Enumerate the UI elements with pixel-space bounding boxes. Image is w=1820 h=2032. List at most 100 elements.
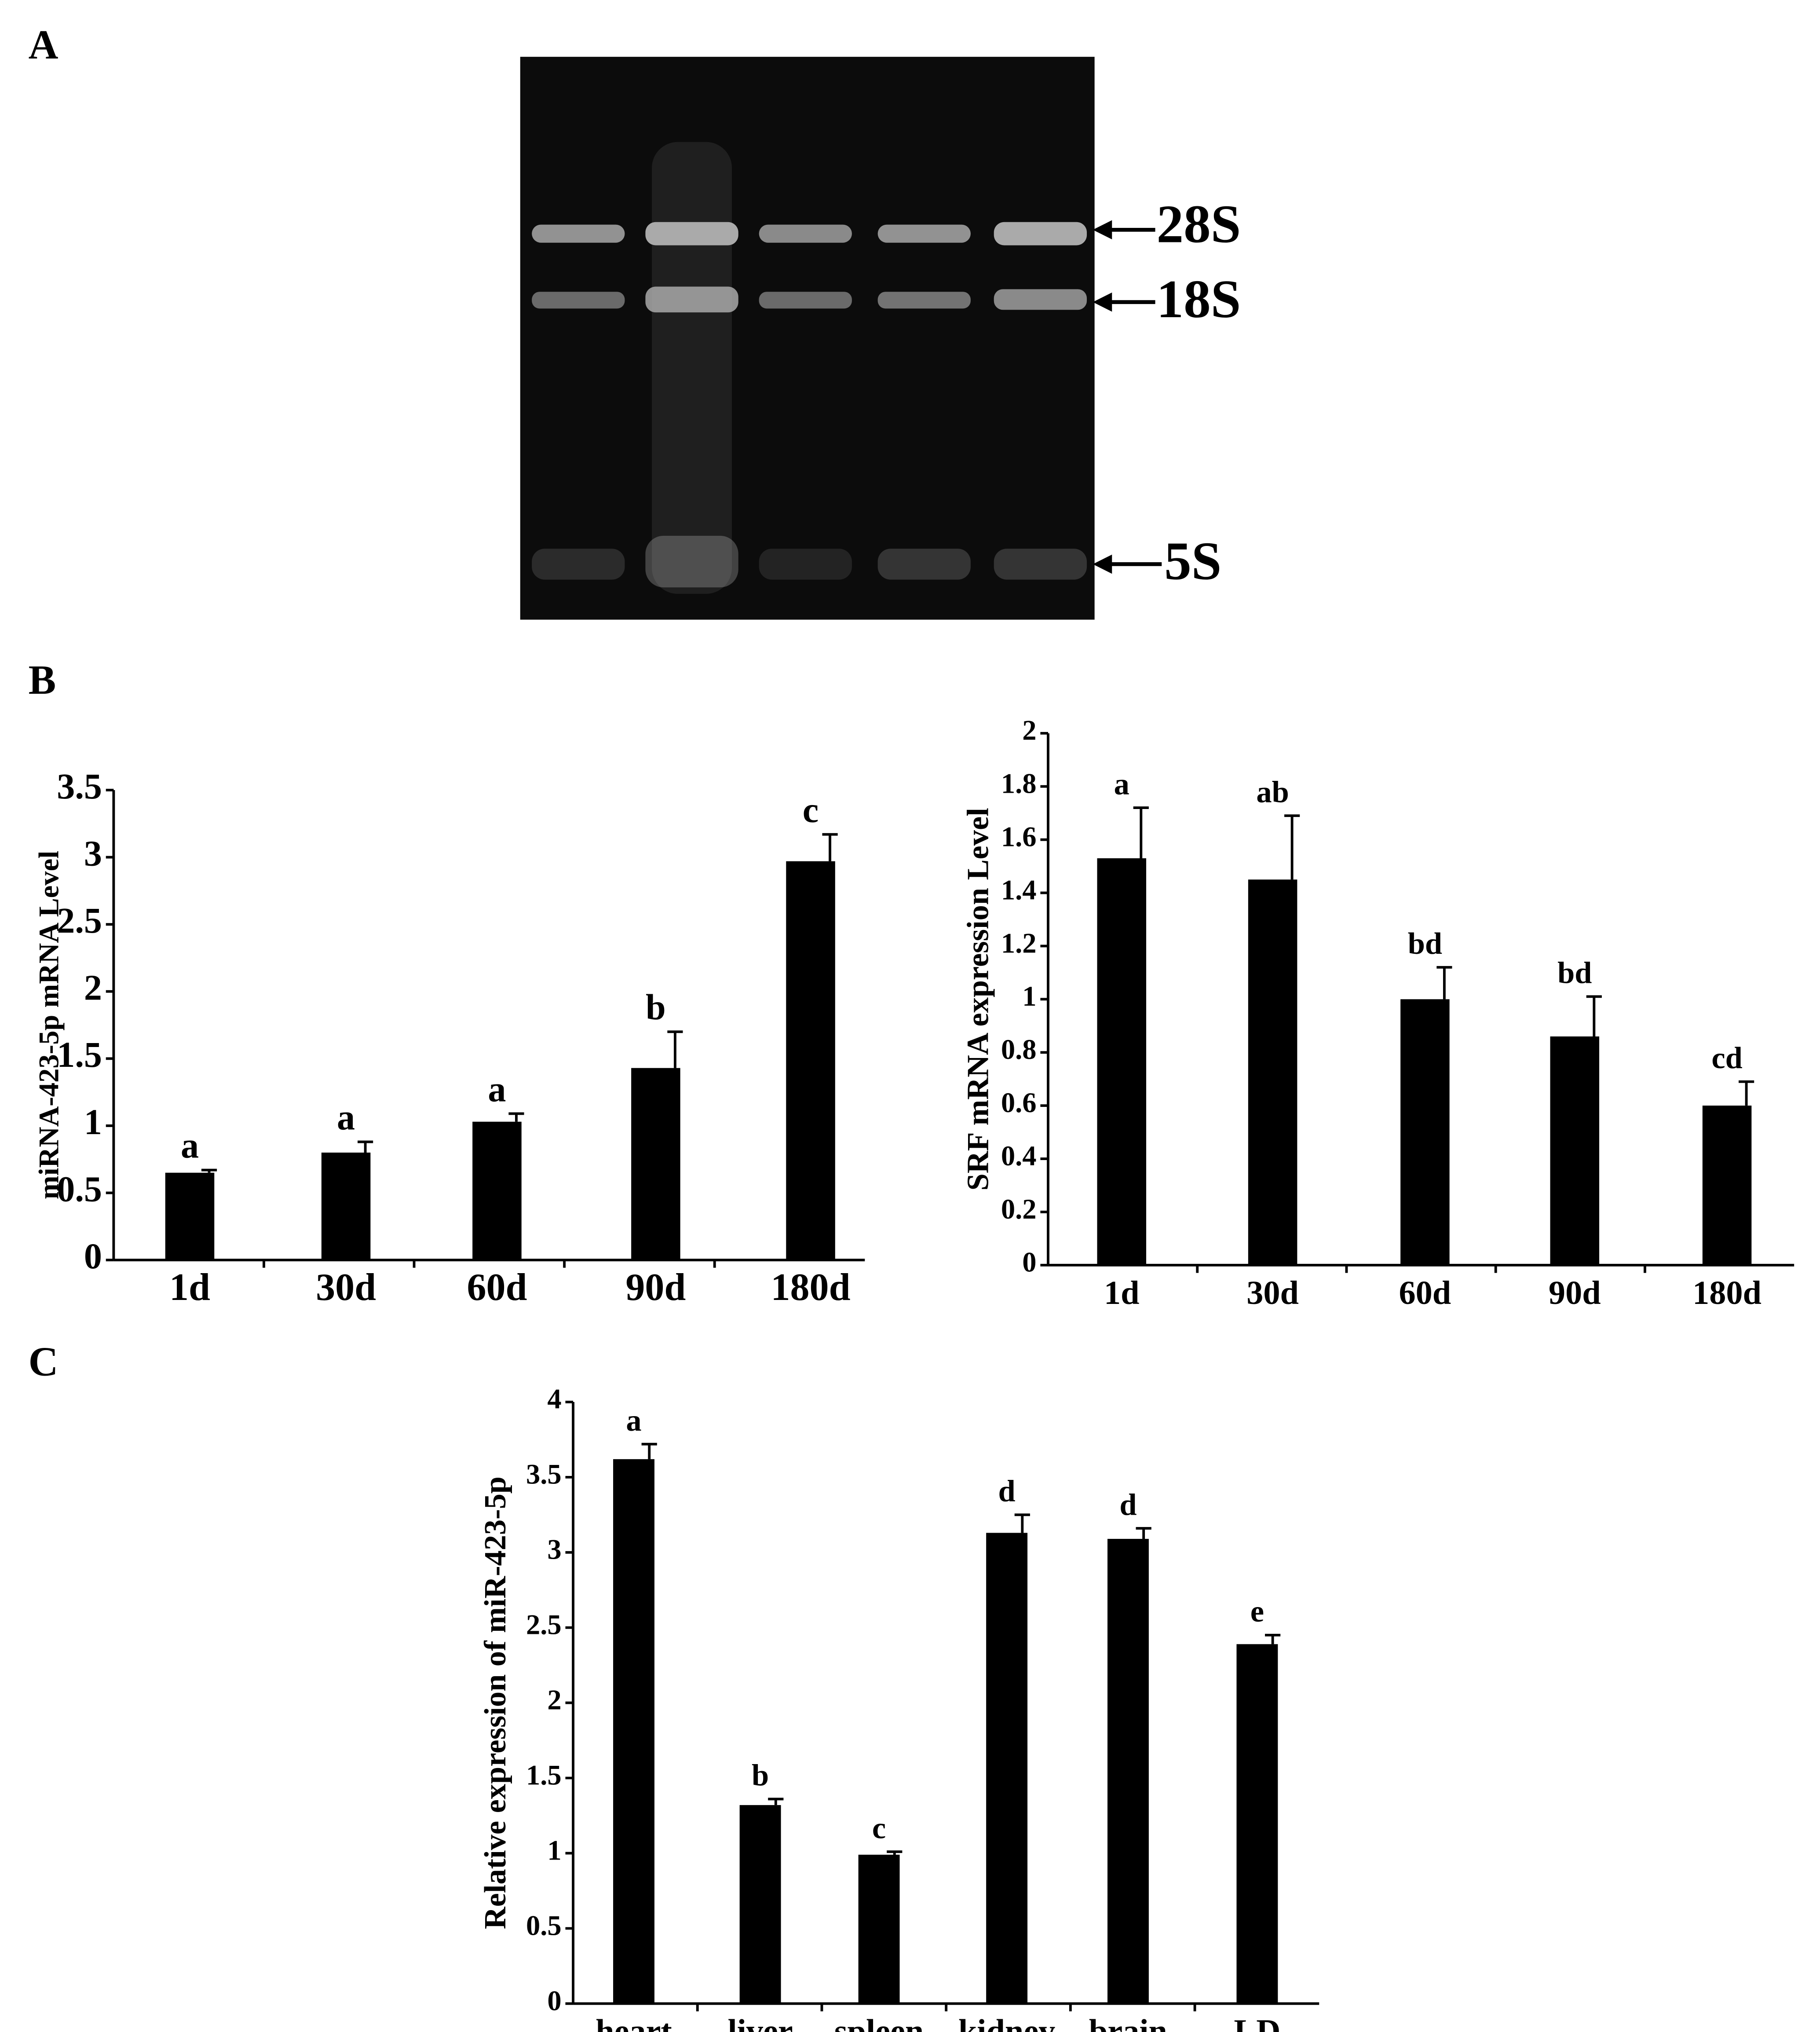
error-bar [1014,1513,1030,1533]
x-tick-label: 60d [467,1266,527,1309]
bar-annotation: b [752,1758,769,1793]
y-tick-label: 0.6 [1001,1087,1037,1118]
band-label: 5S [1164,531,1221,591]
bar-annotation: a [488,1069,506,1109]
y-tick-label: 2 [547,1684,561,1715]
bar [1702,1106,1752,1265]
y-tick-label: 0.2 [1001,1193,1037,1225]
y-tick-label: 3.5 [526,1458,562,1490]
error-bar [1586,995,1602,1036]
bar-annotation: bd [1408,926,1442,961]
chart: 0 0.5 1 1.5 2 2.5 3 3.5 miRNA-423-5p mRNA Level a… [33,766,865,1309]
bar [321,1152,371,1260]
x-tick-label: 30d [316,1266,376,1309]
bar-annotation: bd [1557,956,1592,990]
panel-letter: C [29,1339,58,1384]
band-label: 28S [1157,194,1241,254]
y-tick-label: 0 [1022,1246,1036,1278]
bar [472,1121,522,1260]
bar [165,1172,215,1260]
error-bar [1133,806,1149,858]
y-tick-label: 2.5 [526,1609,562,1640]
y-tick-label: 0 [547,1984,561,2016]
y-tick-label: 0.4 [1001,1140,1037,1172]
bar-annotation: c [803,790,819,830]
y-tick-label: 0 [84,1236,102,1276]
bar [739,1805,781,2004]
y-tick-label: 2 [1022,714,1036,746]
bar-annotation: ab [1256,775,1289,809]
x-tick-label: 1d [169,1266,210,1309]
bar [786,861,835,1260]
y-tick-label: 1 [84,1102,102,1142]
error-bar [508,1112,524,1122]
x-tick-label: 60d [1399,1274,1451,1311]
x-tick-label: LD [1234,2012,1280,2032]
y-tick-label: 1.6 [1001,820,1037,852]
bar [1550,1036,1600,1265]
error-bar [768,1798,784,1805]
y-tick-label: 2 [84,968,102,1008]
x-tick-label: 1d [1104,1274,1140,1311]
bar-annotation: a [337,1097,355,1137]
y-axis-title: Relative expression of miR-423-5p [478,1476,512,1929]
gel-arrows [1093,220,1162,574]
bar-annotation: d [1119,1487,1137,1522]
gel-background [520,57,1095,620]
bar [631,1068,680,1260]
y-tick-label: 0.5 [526,1909,562,1941]
x-tick-label: spleen [834,2012,924,2032]
y-tick-label: 0.8 [1001,1033,1037,1065]
x-tick-label: 180d [771,1266,851,1309]
y-axis-title: miRNA-423-5p mRNA Level [33,851,64,1199]
bar-annotation: a [626,1403,641,1438]
error-bar [667,1030,683,1068]
bar-annotation: a [1114,767,1129,801]
chart: 0 0.5 1 1.5 2 2.5 3 3.5 4 Relative expression of … [478,1383,1319,2032]
x-tick-label: kidney [958,2012,1055,2032]
error-bar [1136,1527,1151,1539]
error-bar [887,1850,903,1855]
y-tick-label: 3.5 [57,766,102,806]
y-axis-title: SRF mRNA expression Level [961,808,995,1190]
bar [858,1854,900,2004]
bar [1107,1539,1149,2004]
bar [1097,858,1147,1265]
y-tick-label: 1.8 [1001,768,1037,799]
error-bar [1738,1080,1754,1106]
y-tick-label: 1.5 [57,1035,102,1075]
error-bar [822,833,838,861]
y-tick-label: 3 [547,1534,561,1565]
y-tick-label: 2.5 [57,901,102,941]
x-tick-label: liver [727,2012,793,2032]
y-tick-label: 1 [1022,980,1036,1012]
error-bar [358,1140,373,1153]
bar [986,1533,1028,2004]
y-tick-label: 1 [547,1834,561,1866]
bar [613,1459,654,2004]
x-tick-label: brain [1089,2012,1167,2032]
panel-letter: A [29,22,58,68]
error-bar [1284,814,1300,880]
x-tick-label: 180d [1692,1274,1762,1311]
y-tick-label: 0.5 [57,1169,102,1209]
x-tick-label: 30d [1246,1274,1299,1311]
y-tick-label: 1.5 [526,1759,562,1790]
error-bar [1436,966,1452,1000]
gel-image: 28S 18S 5S [520,57,1241,620]
bar [1400,999,1450,1265]
x-tick-label: heart [596,2012,672,2032]
y-tick-label: 1.4 [1001,874,1037,905]
bar-annotation: c [872,1811,886,1845]
bar-annotation: e [1250,1594,1264,1629]
bar-annotation: cd [1711,1041,1742,1075]
band-label: 18S [1157,269,1241,329]
error-bar [201,1168,217,1173]
bar [1248,879,1297,1265]
x-tick-label: 90d [1549,1274,1601,1311]
bar-annotation: b [646,987,666,1027]
gel-bands [532,142,1087,594]
x-tick-label: 90d [625,1266,686,1309]
